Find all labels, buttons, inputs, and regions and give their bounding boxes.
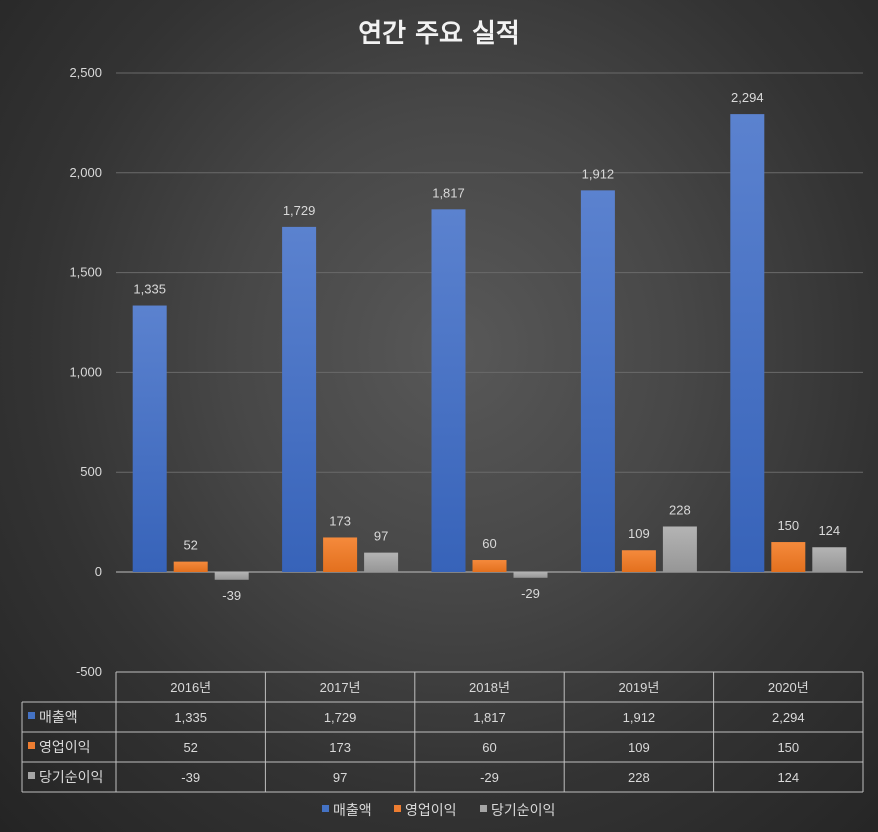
y-tick-label: 0 (95, 564, 102, 579)
data-label: 60 (482, 536, 496, 551)
data-label: 52 (183, 538, 197, 553)
legend-label: 영업이익 (405, 802, 457, 818)
table-cell: 150 (777, 740, 799, 755)
bar-매출액-2016년 (132, 305, 167, 572)
bar-당기순이익-2020년 (812, 547, 847, 572)
table-cell: -39 (181, 770, 200, 785)
bar-영업이익-2017년 (323, 537, 358, 572)
bar-매출액-2017년 (282, 226, 317, 572)
y-tick-label: 500 (80, 464, 102, 479)
table-cell: 173 (329, 740, 351, 755)
table-cell: 1,912 (623, 710, 656, 725)
y-tick-label: 2,000 (69, 165, 102, 180)
legend-label: 당기순이익 (491, 802, 555, 818)
table-header-cell: 2018년 (469, 680, 510, 695)
data-label: 1,817 (432, 185, 465, 200)
table-legend-key (28, 772, 35, 779)
y-tick-label: 1,000 (69, 364, 102, 379)
y-tick-label: 2,500 (69, 65, 102, 80)
bar-매출액-2018년 (431, 209, 466, 573)
data-label: 97 (374, 529, 388, 544)
data-label: 124 (818, 523, 840, 538)
table-header-cell: 2017년 (320, 680, 361, 695)
table-cell: 2,294 (772, 710, 805, 725)
table-cell: 52 (183, 740, 197, 755)
legend-key (322, 805, 329, 812)
data-label: 1,729 (283, 203, 316, 218)
table-header-cell: 2020년 (768, 680, 809, 695)
bar-매출액-2019년 (580, 190, 615, 572)
bar-매출액-2020년 (730, 114, 765, 572)
table-cell: -29 (480, 770, 499, 785)
table-cell: 60 (482, 740, 496, 755)
table-cell: 1,817 (473, 710, 506, 725)
bar-영업이익-2016년 (173, 561, 208, 572)
table-header-cell: 2019년 (618, 680, 659, 695)
table-cell: 97 (333, 770, 347, 785)
legend-label: 매출액 (333, 802, 372, 818)
bar-영업이익-2018년 (472, 560, 507, 572)
data-label: 1,335 (133, 282, 166, 297)
y-tick-label: 1,500 (69, 265, 102, 280)
table-cell: 124 (777, 770, 799, 785)
data-label: -39 (222, 588, 241, 603)
table-cell: 109 (628, 740, 650, 755)
table-legend-key (28, 712, 35, 719)
y-tick-label: -500 (76, 664, 102, 679)
data-label: 2,294 (731, 90, 764, 105)
data-label: 173 (329, 513, 351, 528)
bar-영업이익-2019년 (621, 550, 656, 572)
data-label: 150 (777, 518, 799, 533)
bar-당기순이익-2018년 (513, 572, 548, 578)
table-header-cell: 2016년 (170, 680, 211, 695)
bars (132, 114, 847, 580)
table-row-label: 매출액 (39, 709, 78, 725)
table-row-label: 영업이익 (39, 739, 91, 755)
chart-title: 연간 주요 실적 (358, 19, 520, 49)
table-row-label: 당기순이익 (39, 769, 103, 785)
data-label: 1,912 (582, 166, 615, 181)
table-cell: 1,335 (174, 710, 207, 725)
bar-당기순이익-2017년 (364, 552, 399, 572)
table-cell: 228 (628, 770, 650, 785)
bar-당기순이익-2016년 (214, 572, 249, 580)
data-label: -29 (521, 586, 540, 601)
bar-당기순이익-2019년 (662, 526, 697, 572)
bar-영업이익-2020년 (771, 542, 806, 572)
table-cell: 1,729 (324, 710, 357, 725)
data-labels: 1,335 52 -39 1,729 173 97 1,817 60 -29 1,912 109 22… (133, 90, 840, 603)
legend: 매출액 영업이익 당기순이익 (322, 802, 555, 818)
legend-key (480, 805, 487, 812)
legend-key (394, 805, 401, 812)
data-label: 109 (628, 526, 650, 541)
y-axis-ticks: 2,500 2,000 1,500 1,000 500 0 -500 (69, 65, 102, 679)
data-label: 228 (669, 502, 691, 517)
table-legend-key (28, 742, 35, 749)
